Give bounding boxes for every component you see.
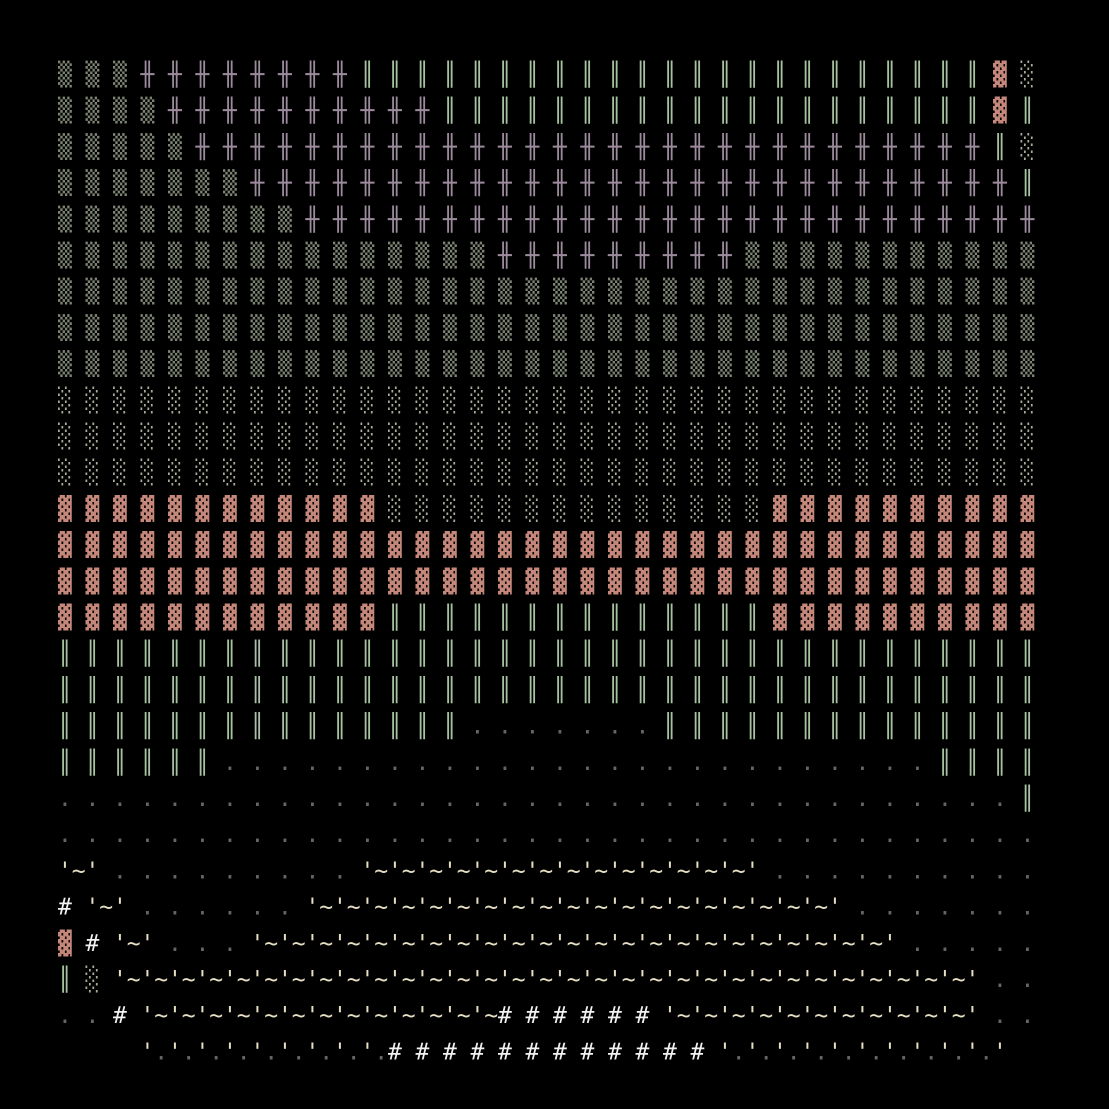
art-row: ▓ ▓ ▓ ▓ ▓ ▓ ▓ ▓ ▓ ▓ ▓ ▓ ║ ║ ║ ║ ║ ║ ║ ║ … xyxy=(58,603,1035,631)
art-row: ▒ ▒ ▒ ▒ ▒ ▒ ▒ ╫ ╫ ╫ ╫ ╫ ╫ ╫ ╫ ╫ ╫ ╫ ╫ ╫ … xyxy=(58,169,1034,197)
art-row: ▒ ▒ ▒ ▒ ▒ ▒ ▒ ▒ ▒ ╫ ╫ ╫ ╫ ╫ ╫ ╫ ╫ ╫ ╫ ╫ … xyxy=(58,205,1036,233)
art-row: ░ ░ ░ ░ ░ ░ ░ ░ ░ ░ ░ ░ ░ ░ ░ ░ ░ ░ ░ ░ … xyxy=(58,422,1034,450)
art-row: # '~' . . . . . . '~'~'~'~'~'~'~'~'~'~'~… xyxy=(58,895,1034,921)
art-row: . . # '~'~'~'~'~'~'~'~'~'~'~'~'~# # # # … xyxy=(58,1003,1034,1029)
art-row: . . . . . . . . . . . . . . . . . . . . … xyxy=(58,822,1034,848)
art-row: ║ ║ ║ ║ ║ ║ ║ ║ ║ ║ ║ ║ ║ ║ ║ ║ ║ ║ ║ ║ … xyxy=(58,675,1034,703)
art-row: ▒ ▒ ▒ ▒ ▒ ▒ ▒ ▒ ▒ ▒ ▒ ▒ ▒ ▒ ▒ ▒ ▒ ▒ ▒ ▒ … xyxy=(58,313,1035,341)
art-row: ░ ░ ░ ░ ░ ░ ░ ░ ░ ░ ░ ░ ░ ░ ░ ░ ░ ░ ░ ░ … xyxy=(58,458,1034,486)
art-row: '.'.'.'.'.'.'.'.'.# # # # # # # # # # # … xyxy=(141,1039,1007,1065)
art-row: ║ ░ '~'~'~'~'~'~'~'~'~'~'~'~'~'~'~'~'~'~… xyxy=(58,965,1034,993)
art-row: '~' . . . . . . . . . '~'~'~'~'~'~'~'~'~… xyxy=(58,858,1034,884)
art-row: ║ ║ ║ ║ ║ ║ ║ ║ ║ ║ ║ ║ ║ ║ ║ ║ ║ ║ ║ ║ … xyxy=(58,639,1034,667)
art-row: ▓ ▓ ▓ ▓ ▓ ▓ ▓ ▓ ▓ ▓ ▓ ▓ ▓ ▓ ▓ ▓ ▓ ▓ ▓ ▓ … xyxy=(58,531,1035,559)
art-row: ▒ ▒ ▒ ▒ ▒ ▒ ▒ ▒ ▒ ▒ ▒ ▒ ▒ ▒ ▒ ▒ ▒ ▒ ▒ ▒ … xyxy=(58,350,1035,378)
art-row: ▓ ▓ ▓ ▓ ▓ ▓ ▓ ▓ ▓ ▓ ▓ ▓ ▓ ▓ ▓ ▓ ▓ ▓ ▓ ▓ … xyxy=(58,567,1035,595)
art-row: ║ ║ ║ ║ ║ ║ . . . . . . . . . . . . . . … xyxy=(58,748,1034,776)
art-row: ▓ # '~' . . . '~'~'~'~'~'~'~'~'~'~'~'~'~… xyxy=(58,929,1034,957)
art-rows: ▒ ▒ ▒ ╫ ╫ ╫ ╫ ╫ ╫ ╫ ╫ ║ ║ ║ ║ ║ ║ ║ ║ ║ … xyxy=(58,60,1036,1065)
art-row: ▓ ▓ ▓ ▓ ▓ ▓ ▓ ▓ ▓ ▓ ▓ ▓ ░ ░ ░ ░ ░ ░ ░ ░ … xyxy=(58,494,1035,522)
art-row: ▒ ▒ ▒ ▒ ╫ ╫ ╫ ╫ ╫ ╫ ╫ ╫ ╫ ╫ ║ ║ ║ ║ ║ ║ … xyxy=(58,96,1034,124)
art-row: ░ ░ ░ ░ ░ ░ ░ ░ ░ ░ ░ ░ ░ ░ ░ ░ ░ ░ ░ ░ … xyxy=(58,386,1034,414)
art-row: . . . . . . . . . . . . . . . . . . . . … xyxy=(58,784,1034,812)
art-row: ▒ ▒ ▒ ▒ ▒ ╫ ╫ ╫ ╫ ╫ ╫ ╫ ╫ ╫ ╫ ╫ ╫ ╫ ╫ ╫ … xyxy=(58,132,1034,160)
art-row: ║ ║ ║ ║ ║ ║ ║ ║ ║ ║ ║ ║ ║ ║ ║ . . . . . … xyxy=(58,712,1034,740)
art-row: ▒ ▒ ▒ ▒ ▒ ▒ ▒ ▒ ▒ ▒ ▒ ▒ ▒ ▒ ▒ ▒ ▒ ▒ ▒ ▒ … xyxy=(58,277,1035,305)
art-row: ▒ ▒ ▒ ▒ ▒ ▒ ▒ ▒ ▒ ▒ ▒ ▒ ▒ ▒ ▒ ▒ ╫ ╫ ╫ ╫ … xyxy=(58,241,1035,269)
art-row: ▒ ▒ ▒ ╫ ╫ ╫ ╫ ╫ ╫ ╫ ╫ ║ ║ ║ ║ ║ ║ ║ ║ ║ … xyxy=(58,60,1034,88)
